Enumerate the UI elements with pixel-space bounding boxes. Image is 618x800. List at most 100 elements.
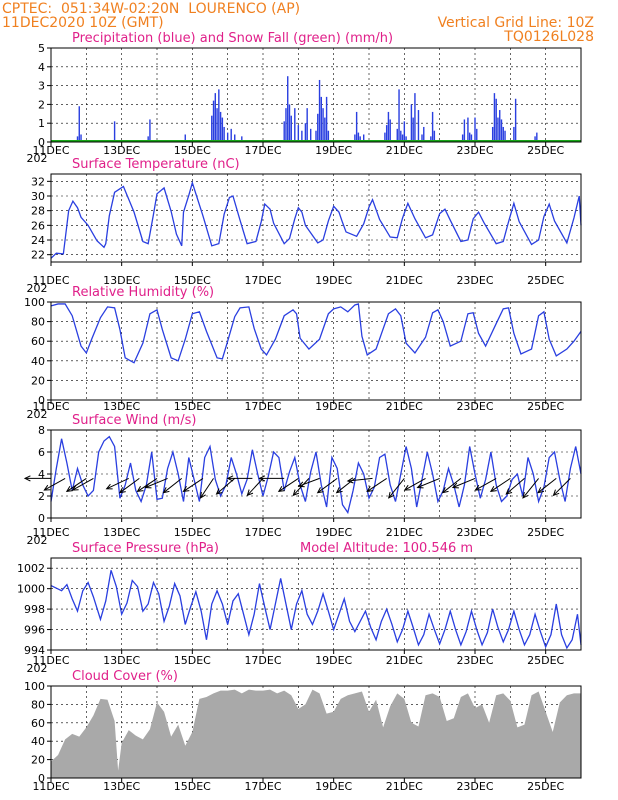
x-date-label: 19DEC	[315, 274, 352, 287]
panel-1: 0 1 2 3 4 5 11DEC 13DEC 15DEC 17DEC 19DEC 21DEC 23DE…	[27, 31, 582, 165]
y-tick-label: 998	[24, 603, 45, 616]
y-tick-label: 0	[38, 512, 45, 525]
y-tick-label: 4	[38, 468, 45, 481]
precip-bar	[467, 117, 469, 142]
precip-bar	[513, 126, 515, 142]
y-tick-label: 100	[24, 296, 45, 309]
y-tick-label: 5	[38, 42, 45, 55]
x-date-label: 11DEC	[32, 654, 69, 667]
y-tick-label: 80	[31, 316, 45, 329]
precip-bar	[430, 136, 432, 142]
wind-arrow	[44, 477, 66, 491]
wind-arrow	[475, 477, 497, 491]
precip-bar	[354, 134, 356, 142]
wind-arrow-head	[226, 475, 234, 482]
precip-bar	[414, 93, 416, 142]
x-date-label: 15DEC	[174, 144, 211, 157]
wind-arrow	[522, 478, 539, 499]
wind-arrow-head	[297, 481, 305, 488]
y-tick-label: 40	[31, 735, 45, 748]
wind-arrow-head	[136, 485, 144, 493]
x-date-label: 17DEC	[244, 400, 281, 413]
wind-arrow-head	[537, 487, 545, 494]
wind-arrow	[216, 478, 236, 495]
wind-arrow-head	[403, 484, 411, 491]
wind-arrow-head	[416, 482, 424, 489]
x-date-label: 13DEC	[103, 654, 140, 667]
precip-bar	[212, 100, 215, 142]
panel-frame	[50, 557, 582, 651]
y-tick-label: 4	[38, 61, 45, 74]
panel-annotation: Model Altitude: 100.546 m	[300, 541, 473, 556]
precip-bar	[113, 121, 116, 142]
wind-arrow-head	[366, 485, 374, 493]
y-tick-label: 32	[31, 175, 45, 188]
x-date-label: 11DEC	[32, 274, 69, 287]
x-date-label: 23DEC	[456, 144, 493, 157]
x-date-label: 21DEC	[386, 526, 423, 539]
wind-arrow-head	[258, 475, 266, 482]
header-grid-note: Vertical Grid Line: 10Z	[437, 15, 594, 31]
precip-bar	[287, 76, 289, 142]
x-date-label: 21DEC	[386, 144, 423, 157]
precip-bar	[497, 117, 499, 142]
x-date-label: 23DEC	[456, 654, 493, 667]
series-line	[50, 180, 582, 259]
wind-arrow-head	[474, 484, 482, 491]
y-tick-label: 1	[38, 117, 45, 130]
precip-bar	[500, 119, 503, 142]
y-tick-label: 22	[31, 249, 45, 262]
wind-arrow	[72, 477, 94, 491]
wind-arrow-head	[552, 489, 560, 497]
y-tick-label: 8	[38, 424, 45, 437]
header-location: CPTEC: 051:34W-02:20N LOURENCO (AP)	[2, 1, 301, 17]
x-date-label: 11DEC	[32, 780, 69, 793]
y-tick-label: 0	[38, 394, 45, 407]
x-date-label: 13DEC	[103, 144, 140, 157]
x-date-label: 15DEC	[174, 780, 211, 793]
precip-bar	[412, 117, 414, 142]
precip-bar	[396, 128, 398, 142]
x-date-label: 25DEC	[527, 780, 564, 793]
precip-bar	[470, 134, 473, 142]
header-model-code: TQ0126L028	[504, 29, 594, 45]
wind-arrow	[347, 477, 373, 482]
precip-bar	[389, 119, 391, 142]
precip-bar	[417, 110, 420, 142]
precip-bar	[315, 130, 317, 142]
y-tick-label: 80	[31, 698, 45, 711]
panel-frame	[50, 301, 582, 401]
precip-bar	[355, 111, 358, 142]
wind-arrow	[200, 478, 214, 499]
wind-arrow-head	[43, 484, 51, 491]
wind-arrow	[452, 477, 476, 488]
x-date-label: 21DEC	[386, 274, 423, 287]
y-tick-label: 60	[31, 717, 45, 730]
wind-arrow-head	[505, 488, 513, 495]
precip-bar	[384, 132, 386, 142]
precip-bar	[147, 136, 149, 142]
panel-4: 0 2 4 6 8 11DEC 13DEC 15DEC 17DEC 19DEC 21DEC 23DEC…	[23, 413, 582, 547]
precip-bar	[463, 119, 466, 142]
y-tick-label: 2	[38, 98, 45, 111]
precip-bar	[461, 134, 464, 142]
wind-arrow	[366, 477, 387, 492]
precip-bar	[218, 89, 220, 142]
y-tick-label: 6	[38, 446, 45, 459]
precip-bar	[362, 134, 365, 142]
wind-arrow-head	[522, 491, 529, 499]
wind-arrow-head	[118, 487, 126, 494]
precip-bar	[309, 128, 312, 142]
precip-bar	[234, 134, 236, 142]
x-date-label: 19DEC	[315, 654, 352, 667]
precip-bar	[410, 104, 413, 142]
precip-bar	[288, 104, 291, 142]
y-tick-label: 996	[24, 624, 45, 637]
y-tick-label: 26	[31, 219, 45, 232]
wind-arrow-head	[489, 485, 497, 493]
wind-arrow-head	[292, 489, 300, 497]
wind-arrow	[537, 478, 557, 494]
x-year-fragment: 202	[27, 408, 48, 421]
wind-arrow	[183, 477, 204, 492]
